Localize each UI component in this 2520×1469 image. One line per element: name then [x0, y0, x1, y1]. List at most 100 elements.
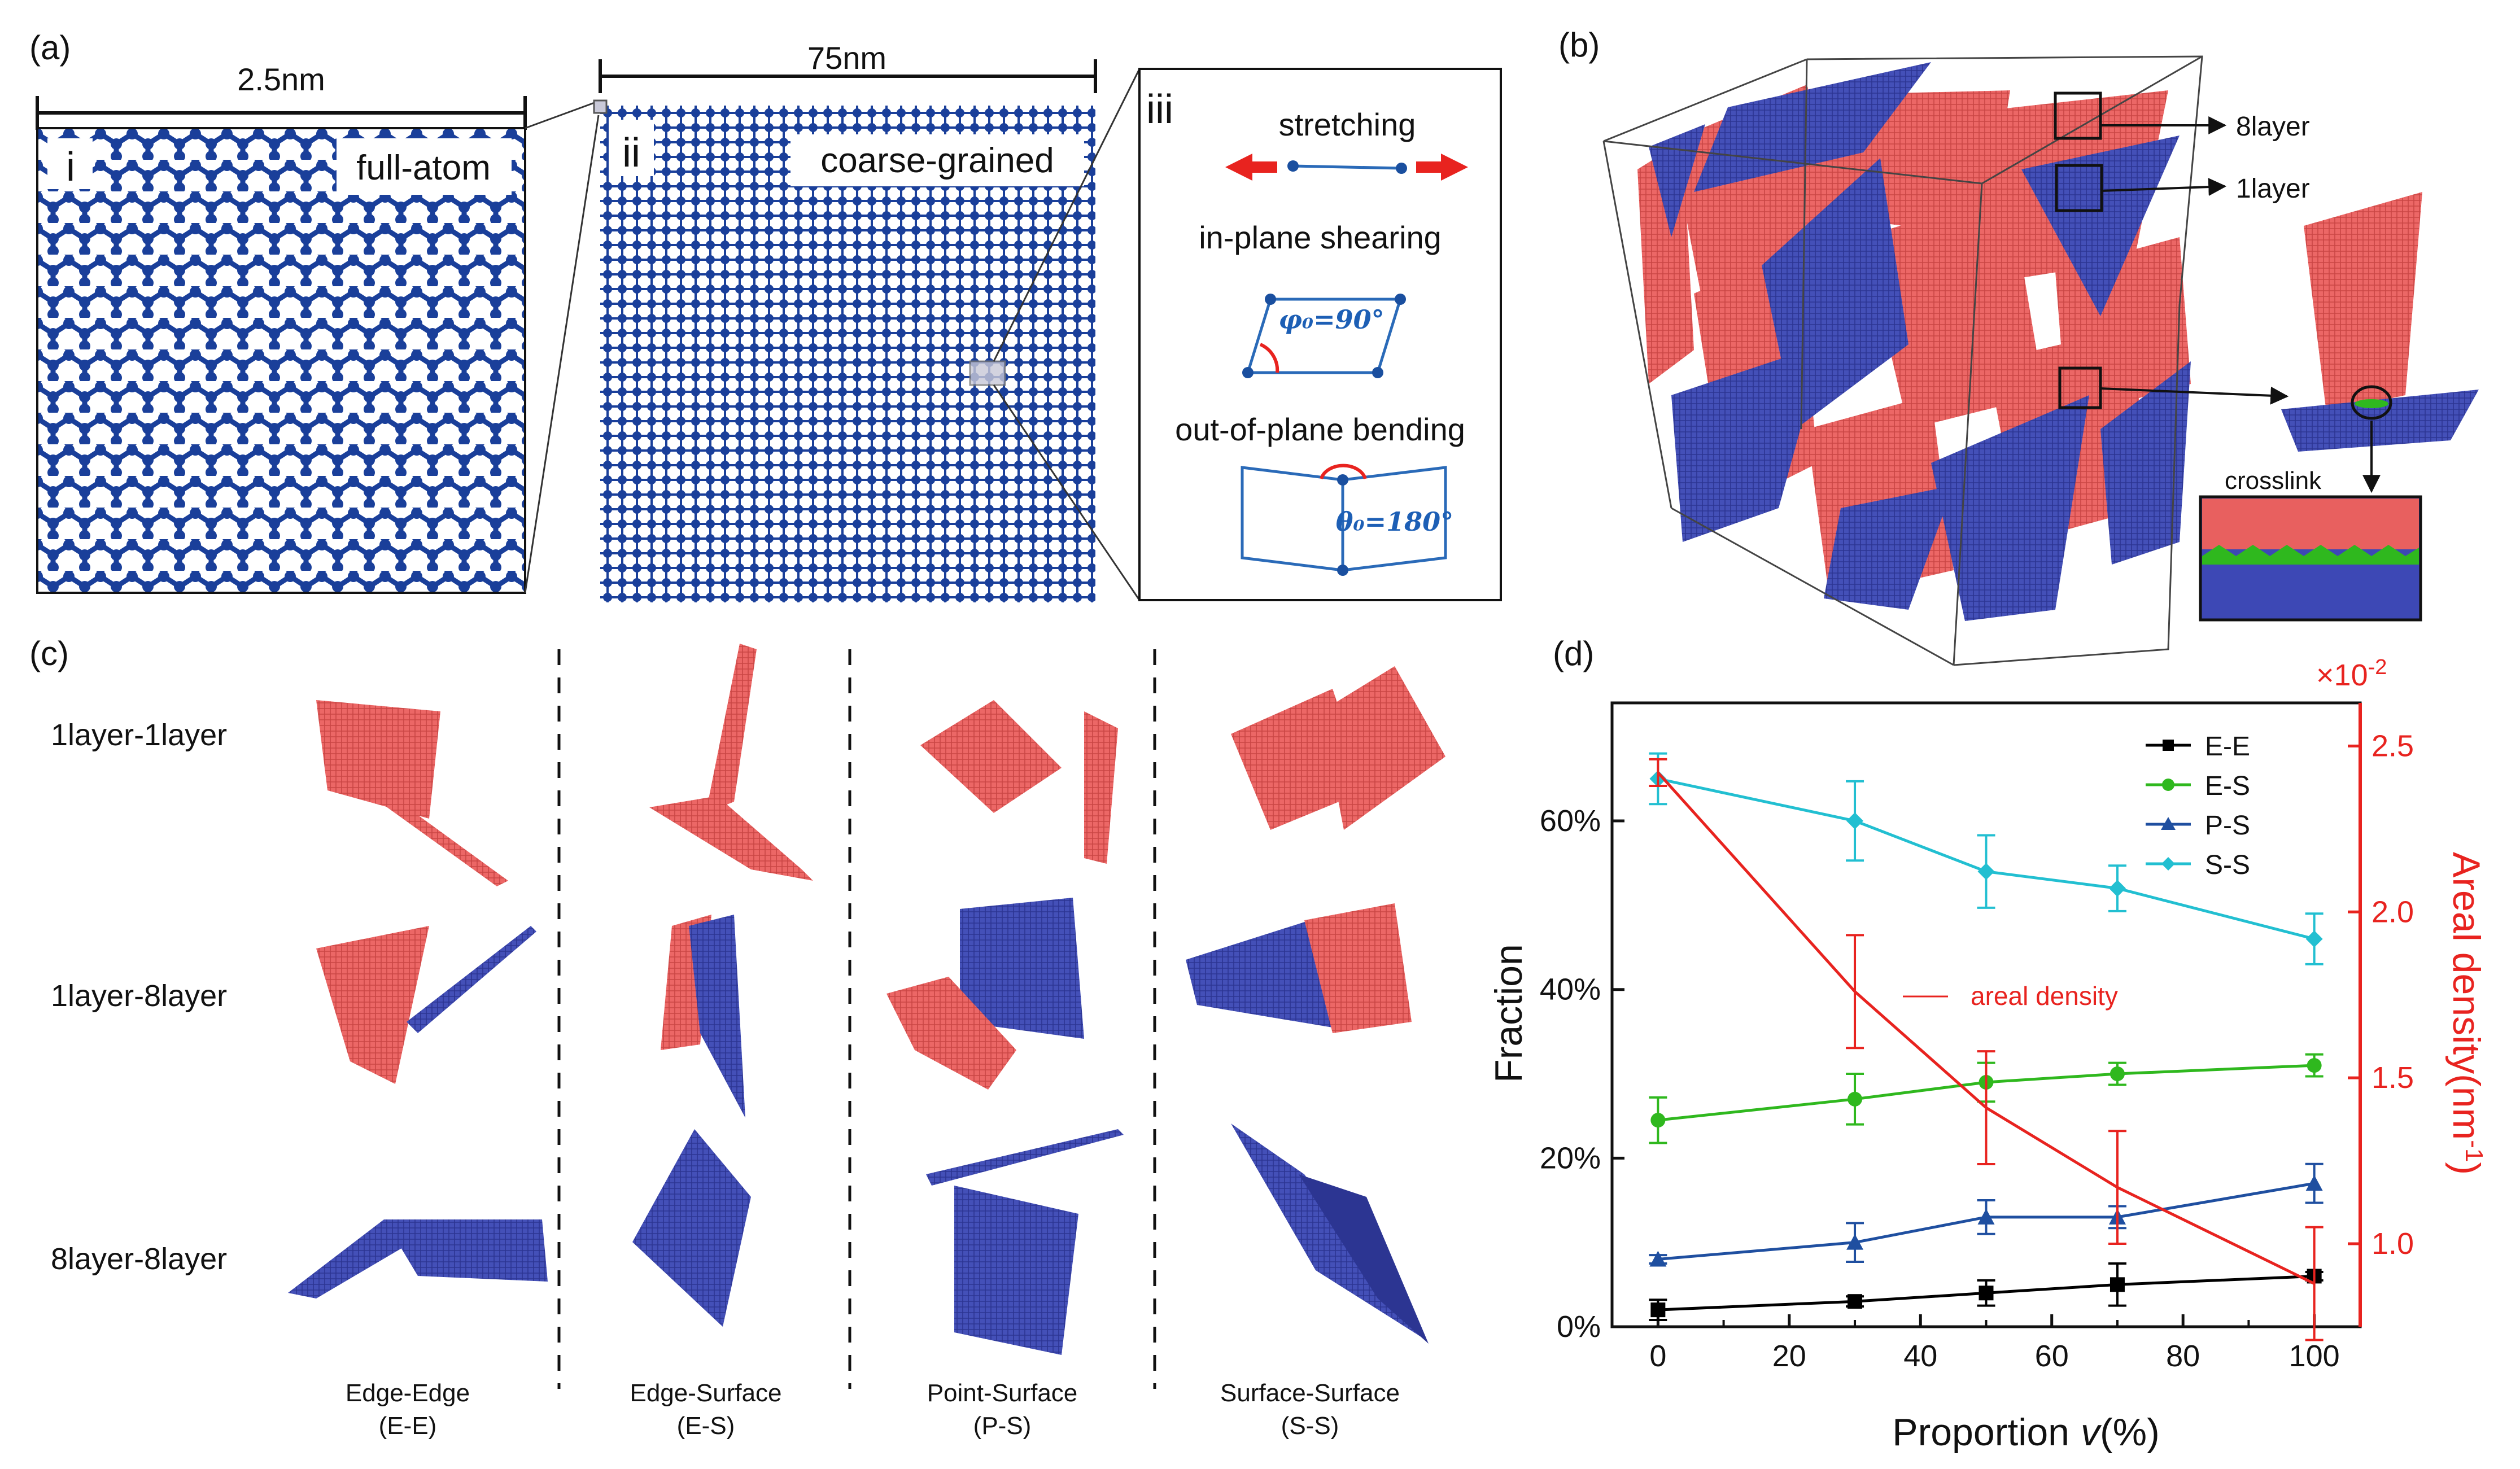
shear-angle-arc: [1259, 343, 1279, 373]
panel-a-i: 2.5nm i full-atom: [36, 62, 527, 594]
ps-11-red-b: [1084, 711, 1118, 864]
roman-iii: iii: [1146, 87, 1173, 132]
x-tick-label: 0: [1649, 1339, 1666, 1373]
y2-multiplier: ×10-2: [2316, 655, 2387, 692]
legend-marker-es: [2162, 779, 2174, 791]
ee-11-red-a: [316, 700, 440, 819]
panel-a-ii: 75nm ii coarse-grained: [593, 40, 1097, 602]
row-label-3: 8layer-8layer: [51, 1242, 227, 1276]
ss-18-blue: [1186, 920, 1333, 1028]
zoom-source-box: [593, 99, 608, 114]
x-tick-label: 60: [2035, 1339, 2069, 1373]
ee-11-red-b: [356, 785, 508, 886]
y2-tick-label: 2.5: [2371, 729, 2414, 763]
x-axis-title: Proportion v(%): [1892, 1411, 2160, 1454]
y-tick-label: 0%: [1557, 1310, 1601, 1344]
fraction-chart: Proportion v(%) Fraction Areal density(nm…: [1487, 655, 2488, 1454]
ss-18-red: [1304, 903, 1412, 1033]
y2-tick-label: 1.5: [2371, 1061, 2414, 1095]
legend-label-ee: E-E: [2205, 732, 2250, 762]
ee-18-blue: [407, 926, 536, 1033]
shear-bead-2: [1395, 294, 1406, 305]
crosslink-detail-green: [2202, 545, 2419, 565]
panel-label-d: (d): [1553, 635, 1594, 672]
bending-label: out-of-plane bending: [1175, 412, 1465, 447]
bend-bead-bottom: [1337, 565, 1348, 576]
point-s-s: [2305, 930, 2323, 948]
callout-box-crosslink: [2058, 366, 2102, 409]
roman-i-bg: [47, 138, 93, 189]
sheet-blue-3: [2021, 135, 2180, 316]
sheet-configurations: [288, 644, 1445, 1355]
point-e-e: [2110, 1277, 2125, 1292]
col-abbr-ps: (P-S): [973, 1412, 1032, 1440]
point-p-s: [1649, 1251, 1667, 1267]
legend-label-ss: S-S: [2205, 850, 2250, 880]
arrow-crosslink: [2100, 386, 2289, 405]
es-18-blue: [689, 915, 745, 1118]
y2-axis-title: Areal density(nm-1): [2445, 852, 2488, 1175]
coarse-grained-lattice: [600, 106, 1095, 602]
stretch-bond: [1292, 164, 1402, 170]
ps-88-blue-b: [954, 1186, 1078, 1355]
point-e-s: [2307, 1058, 2322, 1073]
point-e-s: [1650, 1113, 1666, 1128]
shear-bead-4: [1242, 367, 1254, 378]
bend-bead-top: [1337, 474, 1348, 486]
col-name-ee: Edge-Edge: [346, 1379, 470, 1407]
x-tick-label: 80: [2166, 1339, 2200, 1373]
legend-label-ps: P-S: [2205, 811, 2250, 841]
point-e-e: [1848, 1294, 1863, 1309]
crosslink-circle: [2351, 385, 2392, 420]
zoom-line-iii-top: [993, 68, 1141, 362]
simulation-box-wireframe: [1602, 55, 2203, 666]
ss-11-red-b: [1321, 666, 1445, 830]
label-1layer: 1layer: [2236, 174, 2310, 204]
point-s-s: [2108, 880, 2126, 897]
sheet-blue-7: [1649, 124, 1705, 237]
caption-ii-bg: [790, 134, 1084, 186]
scale-label-ii: 75nm: [807, 40, 886, 76]
y2-tick-label: 2.0: [2371, 895, 2414, 929]
bend-angle-arc: [1320, 464, 1367, 480]
caption-i-bg: [337, 138, 512, 195]
point-p-s: [1977, 1208, 1995, 1225]
sheet-blue-4: [1671, 344, 1824, 542]
panel-a-iii: iii stretching in-plane shearing φ₀=90° …: [1138, 68, 1502, 601]
point-p-s: [2305, 1175, 2323, 1191]
ee-88-blue-a: [288, 1219, 412, 1299]
label-crosslink: crosslink: [2225, 467, 2322, 495]
zoom-target-box: [969, 360, 1006, 386]
ps-11-red-a: [920, 700, 1062, 813]
point-s-s: [1977, 863, 1995, 880]
zoom-blue-sheet: [2281, 390, 2479, 452]
crosslink-detail-red: [2202, 499, 2419, 549]
y-axis-title: Fraction: [1487, 944, 1530, 1083]
panel-label-a: (a): [29, 29, 71, 67]
es-11-red-b: [649, 796, 813, 881]
chart-marks: 0 20 40 60 80 100 0% 20% 40% 60% 1.0 1.5 2.0 2.5: [1540, 729, 2414, 1373]
row-label-2: 1layer-8layer: [51, 979, 227, 1013]
full-atom-lattice: [36, 127, 526, 594]
point-e-s: [1848, 1091, 1863, 1107]
row-label-1: 1layer-1layer: [51, 718, 227, 752]
sheet-blue-1: [1694, 62, 1931, 192]
mechanics-box: [1138, 68, 1502, 601]
scale-label-i: 2.5nm: [237, 62, 325, 97]
arrow-1layer: [2101, 178, 2227, 196]
caption-full-atom: full-atom: [356, 148, 491, 187]
point-s-s: [1846, 812, 1864, 830]
legend-label-es: E-S: [2205, 771, 2250, 801]
point-e-e: [1979, 1286, 1994, 1301]
zoom-line-top: [525, 100, 598, 129]
bend-angle-label: θ₀=180°: [1336, 506, 1453, 537]
legend-marker-ee: [2163, 740, 2174, 751]
panel-label-c: (c): [29, 635, 69, 672]
col-abbr-ee: (E-E): [379, 1412, 437, 1440]
row-labels: 1layer-1layer 1layer-8layer 8layer-8laye…: [51, 718, 227, 1276]
col-abbr-ss: (S-S): [1281, 1412, 1339, 1440]
x-tick-label: 20: [1772, 1339, 1806, 1373]
column-dividers: [557, 649, 1156, 1389]
sheet-blue-5: [1931, 395, 2089, 621]
